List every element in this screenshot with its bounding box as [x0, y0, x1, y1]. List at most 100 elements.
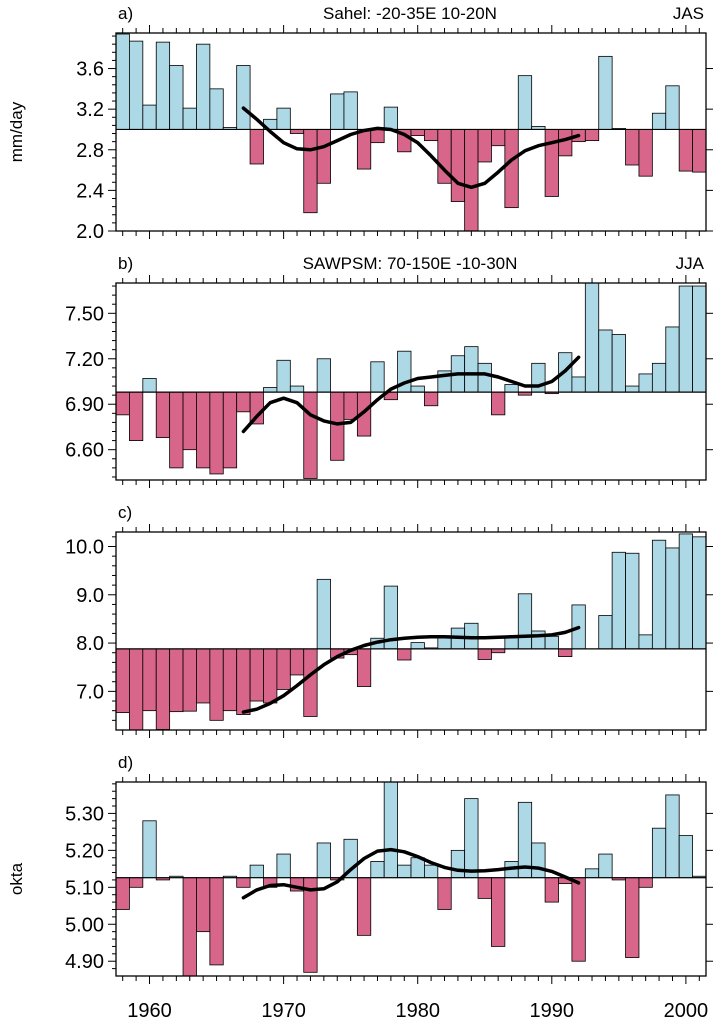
bar-1969	[263, 648, 278, 704]
y-tick-label: 4.90	[65, 951, 104, 973]
bar-2000	[678, 285, 693, 393]
bar-1967	[236, 648, 251, 715]
bar-1995	[611, 334, 626, 393]
bar-1974	[330, 93, 345, 130]
bar-1990	[544, 877, 559, 903]
bar-1986	[491, 391, 506, 416]
bar-1993	[584, 129, 600, 142]
bar-1973	[316, 358, 331, 393]
bar-1997	[638, 373, 653, 393]
bar-1960	[142, 104, 157, 130]
bar-1984	[464, 129, 479, 232]
bar-1973	[316, 129, 331, 184]
bar-1963	[182, 648, 197, 712]
bar-1964	[196, 391, 211, 469]
bar-1976	[356, 877, 372, 936]
bar-1989	[531, 842, 546, 879]
smoothed-curve	[241, 847, 581, 900]
bar-2001	[692, 536, 707, 650]
bar-1960	[142, 648, 157, 712]
bar-1958	[115, 877, 130, 910]
bar-1973	[316, 578, 331, 650]
bar-1995	[611, 551, 626, 650]
y-tick-label: 8.0	[76, 633, 104, 655]
y-tick-label: 7.50	[65, 303, 104, 325]
bar-1968	[249, 864, 264, 879]
y-tick-label: 6.60	[65, 440, 104, 462]
bar-1964	[196, 43, 211, 130]
bar-1979	[397, 648, 412, 661]
bar-1970	[276, 107, 291, 130]
bar-1968	[249, 129, 264, 165]
bar-1984	[464, 346, 479, 393]
bar-1977	[370, 129, 385, 144]
bar-1988	[517, 75, 533, 130]
bar-1970	[276, 359, 291, 393]
bar-1987	[504, 637, 519, 650]
y-tick-label: 5.30	[65, 803, 104, 825]
y-tick-label: 9.0	[76, 585, 104, 607]
bar-1974	[330, 391, 345, 461]
bar-1986	[491, 129, 506, 147]
bar-1994	[598, 329, 613, 393]
bar-2001	[692, 129, 707, 173]
bar-1979	[397, 864, 412, 879]
bar-1989	[531, 630, 546, 650]
y-tick-label: 5.00	[65, 914, 104, 936]
bar-1963	[182, 391, 197, 451]
bar-1963	[182, 877, 197, 977]
bar-1977	[370, 361, 385, 393]
bar-1973	[316, 842, 331, 879]
bar-1967	[236, 391, 251, 413]
smoothed-curve	[241, 106, 581, 190]
bar-1964	[196, 877, 211, 933]
bar-1963	[182, 107, 197, 130]
bar-1999	[665, 794, 680, 879]
bar-1962	[169, 65, 184, 130]
plot-frame	[115, 531, 707, 731]
bar-1966	[222, 391, 238, 469]
smoothed-curve	[241, 625, 581, 714]
bar-1987	[504, 384, 519, 393]
bar-1985	[477, 362, 492, 393]
bar-1961	[155, 391, 171, 438]
bar-2001	[692, 285, 707, 393]
bar-1999	[665, 326, 680, 393]
bar-1996	[625, 877, 640, 958]
bar-1958	[115, 648, 130, 714]
bar-1992	[571, 877, 586, 962]
season-label: JJA	[676, 254, 705, 273]
y-axis-label: okta	[7, 862, 26, 895]
bar-1972	[303, 391, 318, 479]
bar-1996	[625, 129, 640, 166]
bar-1962	[169, 648, 184, 713]
bar-1980	[410, 129, 425, 136]
bar-1959	[129, 391, 144, 441]
bar-1982	[437, 877, 452, 910]
bar-1965	[209, 391, 224, 475]
bar-1961	[155, 648, 171, 730]
bar-1971	[289, 385, 305, 393]
bar-1970	[276, 648, 291, 690]
bar-1976	[356, 648, 372, 687]
y-tick-label: 2.8	[76, 140, 104, 162]
bar-1999	[665, 85, 680, 130]
bar-1959	[129, 877, 144, 888]
bar-1972	[303, 877, 318, 973]
bar-1969	[263, 387, 278, 393]
bar-1960	[142, 820, 157, 879]
bar-1985	[477, 648, 492, 660]
bar-1975	[343, 391, 358, 420]
bar-1997	[638, 634, 653, 650]
plot-frame	[115, 282, 707, 481]
bar-1986	[491, 877, 506, 947]
bar-1981	[424, 129, 439, 142]
x-tick-label: 1970	[261, 1000, 306, 1022]
bar-1965	[209, 88, 224, 130]
bar-1959	[129, 648, 144, 731]
x-tick-label: 2000	[664, 1000, 709, 1022]
bar-1958	[115, 391, 130, 416]
bar-1980	[410, 385, 425, 393]
bar-1985	[477, 877, 492, 899]
